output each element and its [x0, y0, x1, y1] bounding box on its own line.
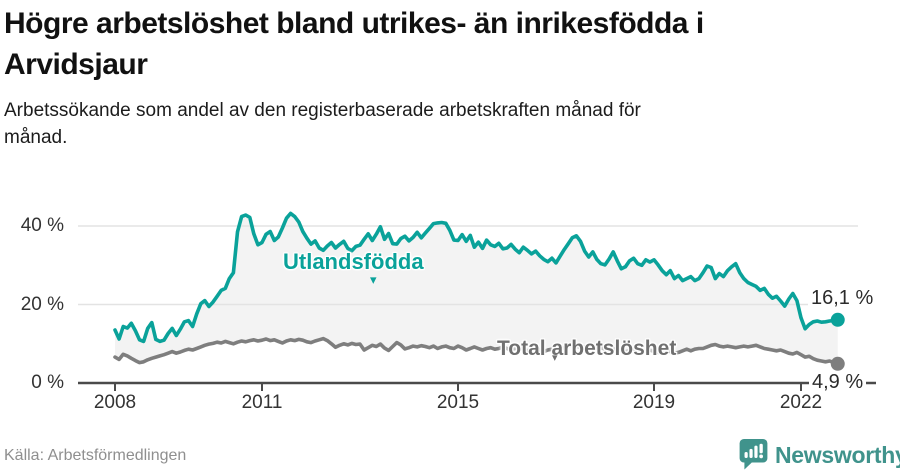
newsworthy-logo: Newsworthy: [739, 439, 900, 470]
end-value-total: 4,9 %: [809, 371, 867, 394]
y-axis-label: 0 %: [31, 372, 64, 393]
x-axis-label: 2008: [93, 392, 137, 413]
series-end-dot-total: [830, 356, 845, 371]
x-axis-ticks: [114, 383, 802, 391]
y-axis-label: 40 %: [20, 215, 64, 236]
newsworthy-wordmark: Newsworthy: [775, 442, 900, 468]
x-axis-label: 2015: [436, 392, 480, 413]
series-line-total: [113, 336, 840, 366]
page-subtitle: Arbetssökande som andel av den registerb…: [4, 100, 641, 148]
x-axis-label: 2019: [632, 392, 676, 413]
x-axis-label: 2022: [779, 392, 823, 413]
newsworthy-bubble-chart-icon: [739, 439, 768, 470]
end-value-utlandsfodda: 16,1 %: [808, 287, 877, 310]
y-axis-label: 20 %: [20, 293, 64, 315]
triangle-down-icon: ▾: [552, 352, 558, 364]
series-label-total: Total arbetslöshet: [497, 337, 677, 360]
series-line-utlandsfodda: [113, 211, 840, 344]
source-credit: Källa: Arbetsförmedlingen: [4, 447, 187, 464]
series-end-dot-utlandsfodda: [830, 312, 845, 327]
series-gap-area: [115, 213, 838, 364]
x-axis-label: 2011: [241, 392, 283, 413]
page-title: Högre arbetslöshet bland utrikes- än inr…: [4, 7, 704, 81]
series-label-utlandsfodda: Utlandsfödda: [283, 249, 424, 274]
triangle-down-icon: ▾: [370, 272, 377, 287]
